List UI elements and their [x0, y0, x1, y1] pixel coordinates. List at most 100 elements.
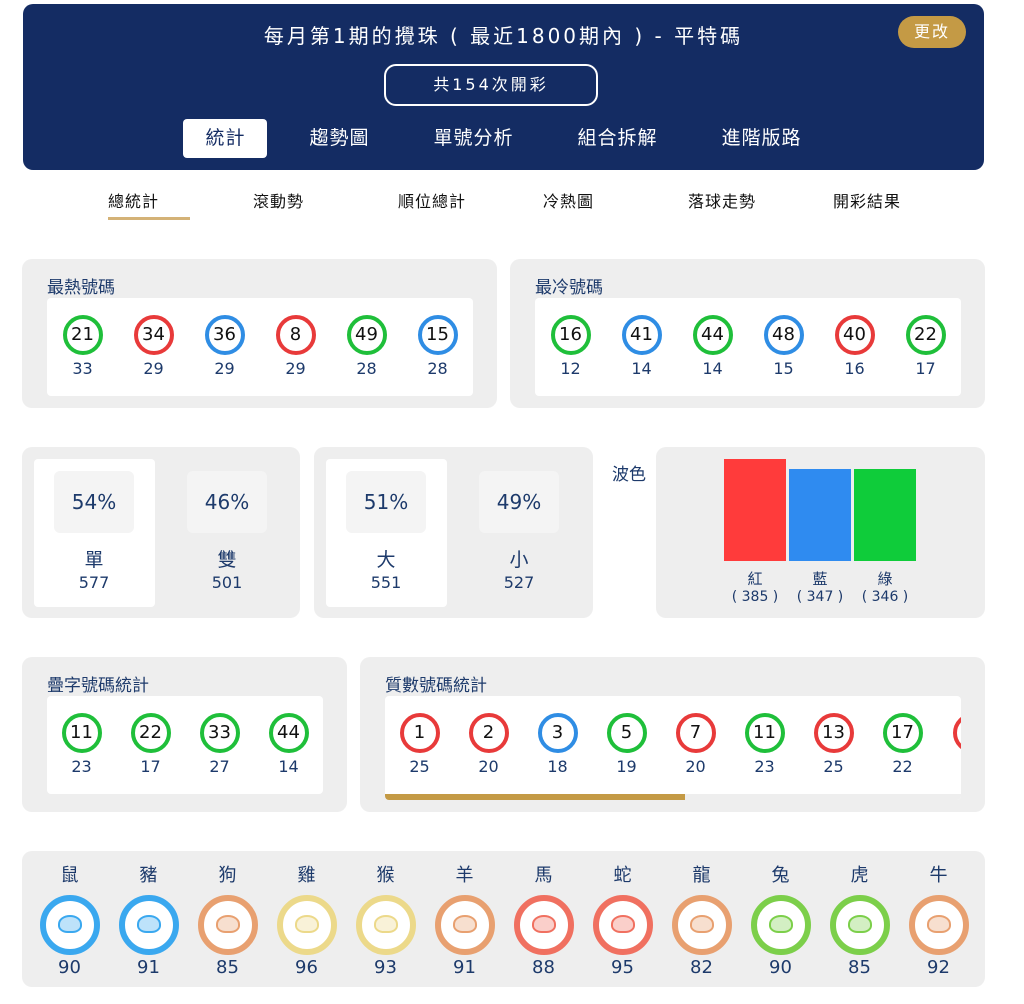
number-count: 14	[278, 757, 299, 776]
zodiac-item[interactable]: 兔 90	[741, 861, 820, 978]
subtab-heatmap[interactable]: 冷熱圖	[543, 192, 595, 211]
number-item: 3 18	[523, 713, 592, 776]
number-item: 22 17	[890, 315, 961, 378]
subtab-ball-trend[interactable]: 落球走勢	[688, 192, 757, 211]
sub-tabs: 總統計 滾動勢 順位總計 冷熱圖 落球走勢 開彩結果	[108, 188, 978, 220]
number-count: 14	[702, 359, 723, 378]
icon-shape	[531, 915, 556, 933]
dragon-icon	[671, 895, 732, 955]
zodiac-count: 85	[216, 957, 239, 978]
icon-shape	[847, 915, 872, 933]
odd_even-label: 單	[84, 549, 104, 571]
wave-bar-1	[789, 469, 851, 561]
cold-numbers-card: 最冷號碼 16 12 41 14 44 14 48 15 40 16 22 17	[510, 259, 985, 408]
zodiac-item[interactable]: 虎 85	[820, 861, 899, 978]
icon-shape	[215, 915, 240, 933]
number-count: 25	[823, 757, 844, 776]
scrollbar-track[interactable]	[385, 794, 961, 800]
tab-stats[interactable]: 統計	[183, 119, 268, 158]
hot-numbers-card: 最熱號碼 21 33 34 29 36 29 8 29 49 28 15 28	[22, 259, 497, 408]
zodiac-count: 82	[690, 957, 713, 978]
icon-shape	[57, 915, 82, 933]
number-count: 12	[560, 359, 581, 378]
hot-title: 最熱號碼	[47, 278, 115, 298]
zodiac-item[interactable]: 龍 82	[662, 861, 741, 978]
wave-bar-label: 藍	[812, 570, 828, 588]
zodiac-name: 兔	[771, 865, 790, 886]
subtab-total[interactable]: 總統計	[108, 188, 253, 220]
cold-title: 最冷號碼	[535, 278, 603, 298]
number-ball: 13	[813, 713, 854, 753]
big_small-label: 大	[376, 549, 396, 571]
double-digit-card: 疊字號碼統計 11 23 22 17 33 27 44 14	[22, 657, 347, 812]
zodiac-count: 93	[374, 957, 397, 978]
number-count: 20	[478, 757, 499, 776]
zodiac-name: 虎	[850, 865, 869, 886]
scrollbar-thumb[interactable]	[385, 794, 685, 800]
zodiac-item[interactable]: 蛇 95	[583, 861, 662, 978]
number-ball: 22	[905, 315, 946, 355]
zodiac-name: 狗	[218, 865, 237, 886]
number-ball: 7	[675, 713, 716, 753]
goat-icon	[434, 895, 495, 955]
big_small-count: 527	[503, 573, 535, 592]
zodiac-item[interactable]: 鼠 90	[30, 861, 109, 978]
number-count: 23	[71, 757, 92, 776]
zodiac-item[interactable]: 狗 85	[188, 861, 267, 978]
tab-advanced[interactable]: 進階版路	[721, 127, 802, 149]
zodiac-count: 90	[769, 957, 792, 978]
prime-number-card: 質數號碼統計 1 25 2 20 3 18 5 19 7 20 11 23 13 25 17 22	[360, 657, 985, 812]
tab-single-analysis[interactable]: 單號分析	[433, 127, 514, 149]
zodiac-item[interactable]: 猴 93	[346, 861, 425, 978]
number-item: 21 33	[47, 315, 118, 378]
number-ball: 3	[537, 713, 578, 753]
subtab-rolling[interactable]: 滾動勢	[253, 192, 305, 211]
number-item: 15 28	[402, 315, 473, 378]
zodiac-item[interactable]: 羊 91	[425, 861, 504, 978]
zodiac-name: 馬	[534, 865, 553, 886]
number-ball: 41	[621, 315, 662, 355]
tab-trend[interactable]: 趨勢圖	[309, 127, 370, 149]
number-ball: 8	[275, 315, 316, 355]
prime-title: 質數號碼統計	[385, 676, 487, 696]
zodiac-count: 85	[848, 957, 871, 978]
ox-icon	[908, 895, 969, 955]
subtab-position[interactable]: 順位總計	[398, 192, 467, 211]
zodiac-count: 88	[532, 957, 555, 978]
number-item: 17 22	[868, 713, 937, 776]
prime-scroll-area[interactable]: 1 25 2 20 3 18 5 19 7 20 11 23 13 25 17 22	[385, 696, 961, 800]
icon-shape	[610, 915, 635, 933]
tab-combination[interactable]: 組合拆解	[577, 127, 658, 149]
number-count: 23	[754, 757, 775, 776]
zodiac-item[interactable]: 豬 91	[109, 861, 188, 978]
zodiac-item[interactable]: 雞 96	[267, 861, 346, 978]
number-count: 17	[915, 359, 936, 378]
zodiac-item[interactable]: 牛 92	[899, 861, 978, 978]
number-item: 8 29	[260, 315, 331, 378]
monkey-icon	[355, 895, 416, 955]
number-ball: 5	[606, 713, 647, 753]
number-count: 14	[631, 359, 652, 378]
number-ball: 15	[417, 315, 458, 355]
icon-shape	[689, 915, 714, 933]
number-item: 49 28	[331, 315, 402, 378]
draw-count-badge: 共154次開彩	[384, 64, 598, 106]
wave-color-chart: 紅( 385 ) 藍( 347 ) 綠( 346 )	[656, 447, 985, 618]
number-ball: 40	[834, 315, 875, 355]
change-button[interactable]: 更改	[898, 16, 966, 48]
big_small-count: 551	[370, 573, 402, 592]
zodiac-count: 95	[611, 957, 634, 978]
number-count: 33	[72, 359, 93, 378]
zodiac-count: 91	[137, 957, 160, 978]
number-item: 5 19	[592, 713, 661, 776]
zodiac-count: 90	[58, 957, 81, 978]
odd-even-card: 54% 單 577 46% 雙 501	[22, 447, 300, 618]
number-item: 44 14	[254, 713, 323, 776]
zodiac-item[interactable]: 馬 88	[504, 861, 583, 978]
subtab-results[interactable]: 開彩結果	[833, 192, 902, 211]
zodiac-count: 91	[453, 957, 476, 978]
wave-bar-label: 綠	[877, 570, 893, 588]
number-ball: 11	[744, 713, 785, 753]
odd_even-count: 577	[78, 573, 110, 592]
odd_even-percent: 46%	[187, 471, 267, 533]
